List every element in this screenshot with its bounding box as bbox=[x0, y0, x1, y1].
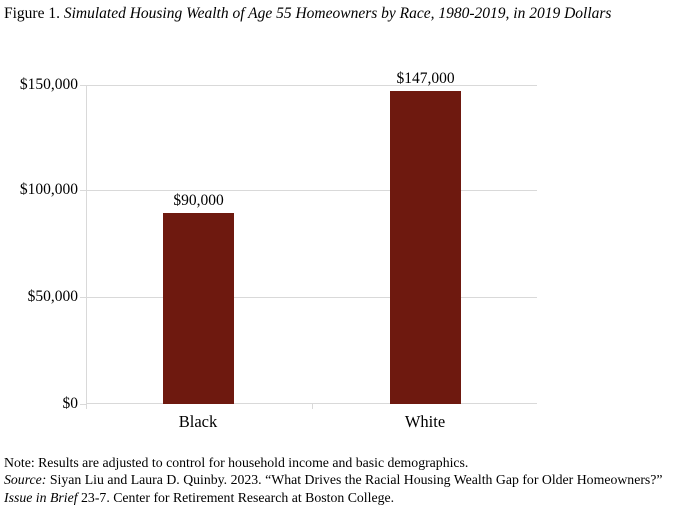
x-axis-line bbox=[86, 403, 537, 404]
x-axis-tick-middle bbox=[312, 404, 313, 409]
bar-black bbox=[163, 212, 234, 404]
plot-area: $90,000 $147,000 bbox=[86, 70, 537, 404]
bar-value-label-white: $147,000 bbox=[396, 70, 455, 88]
figure-number: Figure 1. bbox=[4, 5, 64, 22]
y-tick-label-50000: $50,000 bbox=[27, 288, 78, 305]
figure-title: Figure 1. Simulated Housing Wealth of Ag… bbox=[4, 4, 680, 25]
y-axis-tick-100000 bbox=[80, 190, 86, 191]
bar-value-label-black: $90,000 bbox=[173, 191, 224, 209]
bar-white bbox=[390, 91, 461, 404]
y-axis-line bbox=[86, 85, 87, 405]
y-tick-label-150000: $150,000 bbox=[19, 76, 78, 93]
y-axis-tick-150000 bbox=[80, 85, 86, 86]
figure-notes: Note: Results are adjusted to control fo… bbox=[4, 454, 692, 506]
figure-title-text: Simulated Housing Wealth of Age 55 Homeo… bbox=[63, 5, 612, 22]
note-line: Note: Results are adjusted to control fo… bbox=[4, 455, 469, 470]
source-text-1: Siyan Liu and Laura D. Quinby. 2023. “Wh… bbox=[46, 472, 663, 488]
bar-column-black: $90,000 bbox=[163, 85, 234, 404]
gridline-150000 bbox=[86, 85, 537, 86]
y-tick-label-100000: $100,000 bbox=[19, 181, 78, 198]
x-axis-tick-left bbox=[86, 404, 87, 409]
source-label: Source: bbox=[4, 472, 47, 488]
y-tick-label-0: $0 bbox=[62, 395, 79, 412]
x-category-label-white: White bbox=[404, 412, 446, 431]
y-axis-tick-0 bbox=[80, 404, 86, 405]
x-category-label-black: Black bbox=[178, 412, 218, 431]
source-line: Source: Siyan Liu and Laura D. Quinby. 2… bbox=[4, 471, 692, 506]
gridline-100000 bbox=[86, 190, 537, 191]
gridline-50000 bbox=[86, 297, 537, 298]
y-axis-tick-50000 bbox=[80, 297, 86, 298]
source-italic-title: Issue in Brief bbox=[4, 489, 78, 505]
source-text-2: 23-7. Center for Retirement Research at … bbox=[77, 489, 395, 505]
bar-column-white: $147,000 bbox=[390, 70, 461, 404]
